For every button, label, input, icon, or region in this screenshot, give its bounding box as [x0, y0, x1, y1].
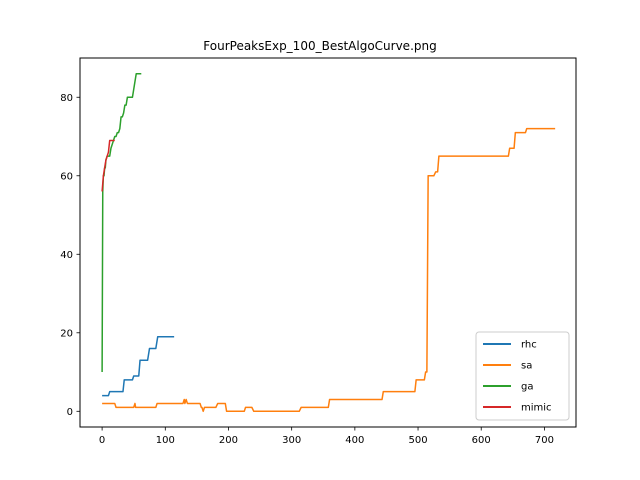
plot-area-frame — [79, 57, 577, 428]
legend: rhc sa ga mimic — [475, 331, 570, 421]
x-tick-label: 700 — [535, 435, 554, 446]
x-tick-label: 100 — [156, 435, 175, 446]
y-tick-label: 20 — [60, 328, 73, 339]
legend-label-ga: ga — [521, 382, 533, 393]
x-axis: 0 100 200 300 400 500 600 700 — [99, 427, 554, 446]
series-line-rhc — [102, 335, 175, 397]
y-tick-label: 60 — [60, 171, 73, 182]
y-tick-label: 80 — [60, 93, 73, 104]
series-layer — [101, 72, 556, 413]
x-tick-label: 500 — [408, 435, 427, 446]
chart-title: FourPeaksExp_100_BestAlgoCurve.png — [203, 39, 436, 53]
legend-box — [475, 331, 570, 421]
x-tick-label: 200 — [219, 435, 238, 446]
series-line-sa — [102, 127, 556, 413]
x-tick-label: 400 — [345, 435, 364, 446]
x-tick-label: 600 — [472, 435, 491, 446]
y-axis: 0 20 40 60 80 — [60, 93, 80, 418]
y-tick-label: 40 — [60, 250, 73, 261]
legend-label-sa: sa — [521, 361, 532, 372]
y-tick-label: 0 — [67, 407, 73, 418]
legend-label-mimic: mimic — [521, 403, 552, 414]
x-tick-label: 0 — [99, 435, 105, 446]
legend-label-rhc: rhc — [521, 340, 537, 351]
x-tick-label: 300 — [282, 435, 301, 446]
series-line-mimic — [101, 139, 115, 192]
